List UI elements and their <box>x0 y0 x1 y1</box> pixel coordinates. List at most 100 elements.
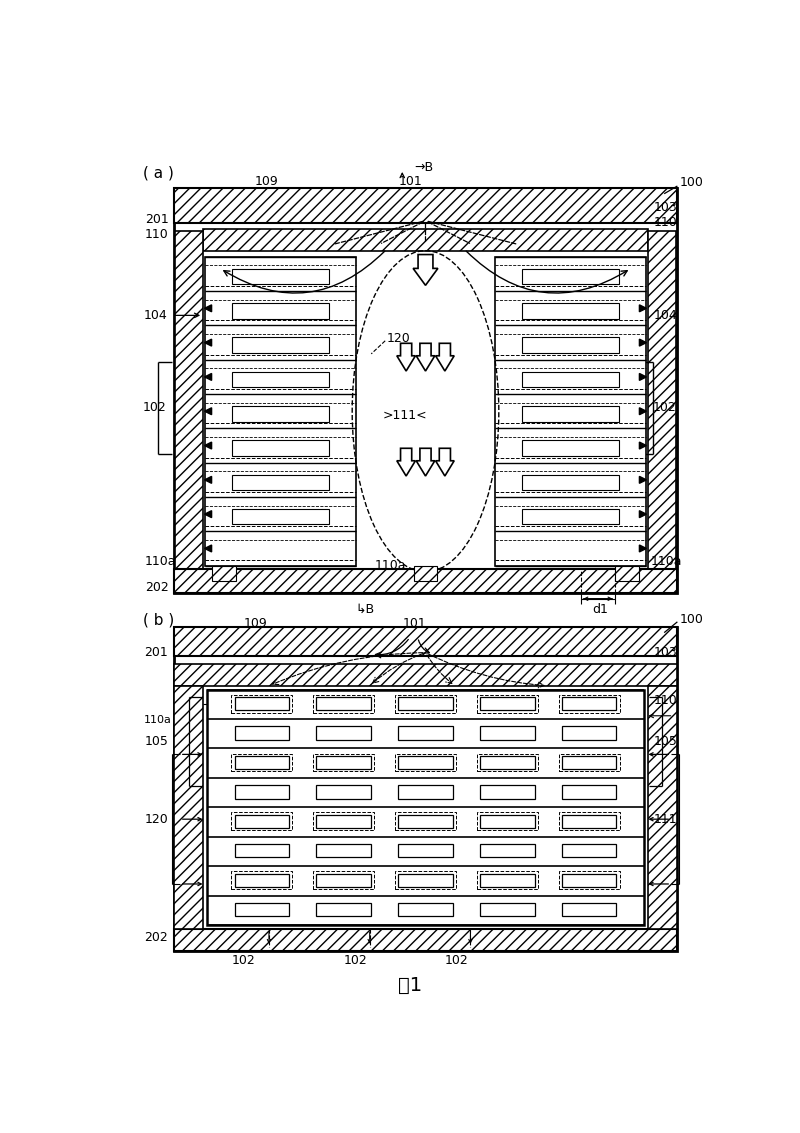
Text: 120: 120 <box>144 812 168 826</box>
Polygon shape <box>639 545 646 552</box>
Bar <box>477 812 538 830</box>
Bar <box>414 565 437 581</box>
Bar <box>317 785 370 799</box>
Text: 101: 101 <box>398 174 422 188</box>
Bar <box>212 565 236 581</box>
Text: 105: 105 <box>654 735 678 748</box>
Polygon shape <box>205 305 211 312</box>
Text: ( a ): ( a ) <box>142 165 174 180</box>
Text: 110a: 110a <box>650 555 682 569</box>
Bar <box>480 903 534 917</box>
Bar <box>314 871 374 889</box>
Polygon shape <box>397 449 415 476</box>
Bar <box>174 570 678 593</box>
Text: 103: 103 <box>654 201 678 214</box>
Bar <box>559 753 619 772</box>
Text: 120: 120 <box>386 332 410 344</box>
Bar <box>175 231 203 570</box>
Bar <box>234 756 289 769</box>
Bar <box>314 695 374 713</box>
Bar <box>174 628 678 656</box>
Polygon shape <box>639 374 646 381</box>
Bar <box>232 441 329 455</box>
Text: 100: 100 <box>680 177 703 189</box>
Text: d1: d1 <box>592 603 608 616</box>
Bar <box>174 570 678 593</box>
Bar <box>232 304 329 318</box>
Polygon shape <box>205 339 211 346</box>
Bar <box>203 229 648 250</box>
Text: 111: 111 <box>654 812 678 826</box>
Bar <box>212 565 236 581</box>
Bar <box>522 304 619 318</box>
Bar <box>477 695 538 713</box>
Polygon shape <box>639 511 646 518</box>
Bar <box>522 269 619 284</box>
Bar <box>398 726 453 740</box>
Bar <box>232 509 329 525</box>
Bar <box>395 695 456 713</box>
Text: 110: 110 <box>145 228 169 241</box>
Bar <box>395 812 456 830</box>
Text: 109: 109 <box>243 616 267 630</box>
Bar <box>174 628 678 951</box>
Bar <box>174 685 203 929</box>
Polygon shape <box>397 343 415 370</box>
Bar <box>231 695 292 713</box>
Bar <box>522 475 619 491</box>
Bar <box>398 785 453 799</box>
Text: 202: 202 <box>144 931 168 944</box>
Text: 101: 101 <box>402 616 426 630</box>
Text: →B: →B <box>414 161 433 174</box>
Bar <box>522 338 619 352</box>
Bar <box>231 812 292 830</box>
Text: 102: 102 <box>344 954 368 968</box>
Bar <box>522 372 619 387</box>
Bar <box>317 697 370 710</box>
Bar <box>562 785 617 799</box>
Bar <box>477 753 538 772</box>
Bar <box>234 785 289 799</box>
Polygon shape <box>639 408 646 415</box>
Polygon shape <box>639 305 646 312</box>
Bar <box>562 815 617 828</box>
Bar <box>559 812 619 830</box>
Bar <box>317 903 370 917</box>
Bar <box>398 697 453 710</box>
Text: 104: 104 <box>654 309 678 322</box>
Bar <box>317 726 370 740</box>
Bar <box>205 257 356 565</box>
Bar <box>495 257 646 565</box>
Bar <box>174 664 678 685</box>
Bar <box>648 685 678 929</box>
Bar <box>562 726 617 740</box>
Text: 104: 104 <box>143 309 167 322</box>
Polygon shape <box>639 442 646 449</box>
Bar <box>562 844 617 858</box>
Bar <box>234 815 289 828</box>
Bar <box>398 815 453 828</box>
Bar <box>317 874 370 887</box>
Bar <box>480 756 534 769</box>
Bar <box>174 188 678 223</box>
Bar <box>234 844 289 858</box>
Text: 110a: 110a <box>145 555 177 569</box>
Text: 110: 110 <box>654 216 678 230</box>
Bar <box>559 871 619 889</box>
Text: ↳B: ↳B <box>356 603 375 616</box>
Bar <box>317 844 370 858</box>
Bar <box>174 664 678 685</box>
Bar <box>231 753 292 772</box>
Bar <box>480 844 534 858</box>
Bar <box>174 929 678 951</box>
Text: 102: 102 <box>653 401 676 415</box>
Text: 102: 102 <box>445 954 468 968</box>
Bar <box>317 756 370 769</box>
Text: ( b ): ( b ) <box>142 612 174 627</box>
Bar <box>615 565 638 581</box>
Bar <box>203 229 648 250</box>
Bar <box>234 903 289 917</box>
Bar <box>174 685 203 929</box>
Bar <box>480 874 534 887</box>
Text: 100: 100 <box>680 613 703 627</box>
